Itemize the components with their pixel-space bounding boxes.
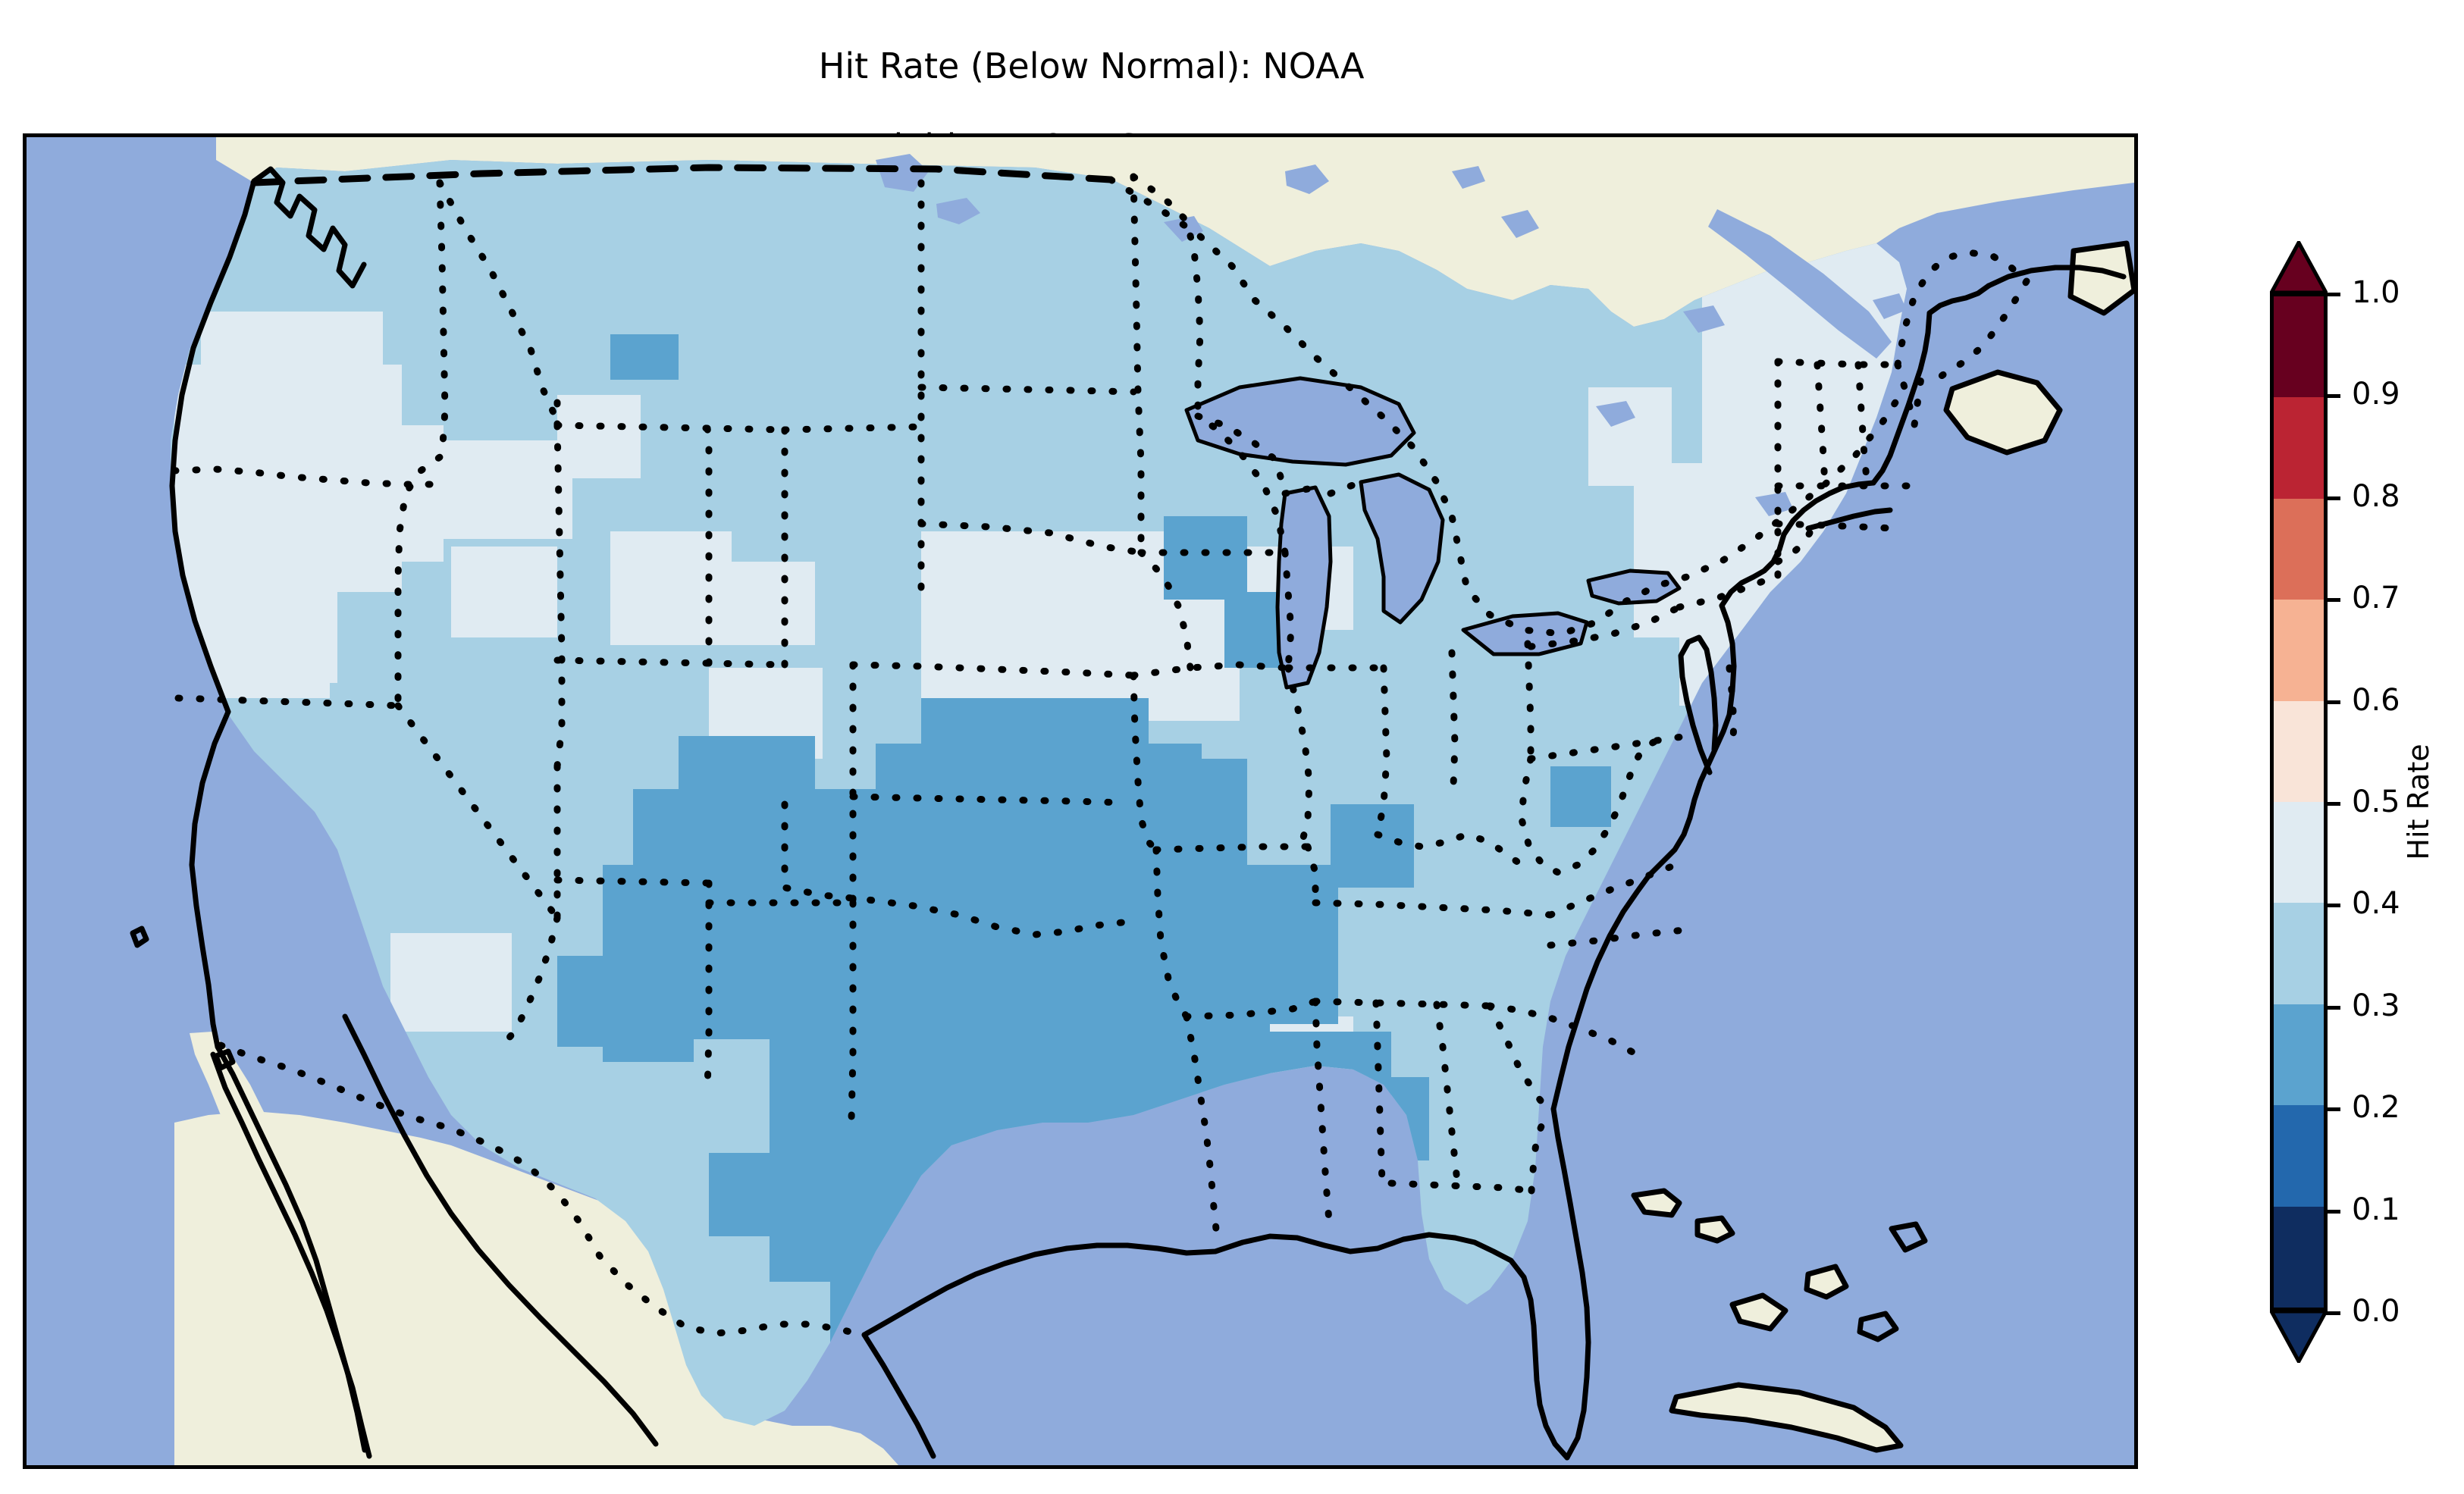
- colorbar-tick-mark: [2324, 904, 2340, 908]
- colorbar-tick-label: 0.5: [2352, 785, 2400, 819]
- foreign-land-layer: [174, 137, 2134, 1465]
- colorbar-tick-label: 0.9: [2352, 377, 2400, 412]
- colorbar-band-0.4-0.5: [2274, 801, 2324, 904]
- colorbar-band-0.9-1: [2274, 296, 2324, 398]
- colorbar-band-0.2-0.3: [2274, 1004, 2324, 1106]
- colorbar-tick-label: 0.7: [2352, 581, 2400, 616]
- colorbar-ticks: 1.0 0.9 0.8 0.7 0.6 0.5 0.4 0.3 0.2 0.1 0.0: [2270, 241, 2464, 1363]
- map-axes: [23, 133, 2138, 1469]
- colorbar-tick-mark: [2324, 1209, 2340, 1214]
- colorbar-tick-mark: [2324, 496, 2340, 500]
- colorbar-under-arrow: [2270, 1310, 2328, 1363]
- colorbar-band-0-0.1: [2274, 1206, 2324, 1308]
- colorbar-tick-label: 0.0: [2352, 1294, 2400, 1329]
- colorbar-tick-label: 0.6: [2352, 682, 2400, 718]
- colorbar-tick-mark: [2324, 293, 2340, 296]
- colorbar-tick-mark: [2324, 1107, 2340, 1112]
- colorbar: 1.0 0.9 0.8 0.7 0.6 0.5 0.4 0.3 0.2 0.1 0.0 Hit Ra…: [2270, 241, 2464, 1363]
- colorbar-body: [2270, 293, 2328, 1311]
- colorbar-tick-mark: [2324, 700, 2340, 704]
- colorbar-band-0.3-0.4: [2274, 903, 2324, 1004]
- colorbar-tick-mark: [2324, 1311, 2340, 1315]
- colorbar-tick-label: 0.2: [2352, 1090, 2400, 1126]
- colorbar-band-0.6-0.7: [2274, 600, 2324, 701]
- colorbar-tick-mark: [2324, 802, 2340, 806]
- colorbar-axis-label: Hit Rate: [2402, 744, 2435, 860]
- colorbar-band-0.7-0.8: [2274, 498, 2324, 600]
- colorbar-band-0.8-0.9: [2274, 397, 2324, 499]
- colorbar-tick-mark: [2324, 394, 2340, 399]
- map-svg: [130, 137, 2134, 1465]
- map-plot-area: [27, 137, 2134, 1465]
- great-lakes-layer: [876, 154, 1907, 687]
- colorbar-tick-label: 0.8: [2352, 478, 2400, 514]
- colorbar-tick-label: 0.1: [2352, 1192, 2400, 1227]
- title-line-1: Hit Rate (Below Normal): NOAA: [818, 45, 1365, 87]
- colorbar-tick-mark: [2324, 1005, 2340, 1010]
- colorbar-tick-label: 0.3: [2352, 988, 2400, 1023]
- colorbar-tick-label: 0.4: [2352, 886, 2400, 922]
- colorbar-band-0.5-0.6: [2274, 700, 2324, 802]
- colorbar-band-0.1-0.2: [2274, 1105, 2324, 1207]
- colorbar-tick-label: 1.0: [2352, 275, 2400, 310]
- state-border-layer: [171, 164, 2030, 1339]
- colorbar-tick-mark: [2324, 598, 2340, 603]
